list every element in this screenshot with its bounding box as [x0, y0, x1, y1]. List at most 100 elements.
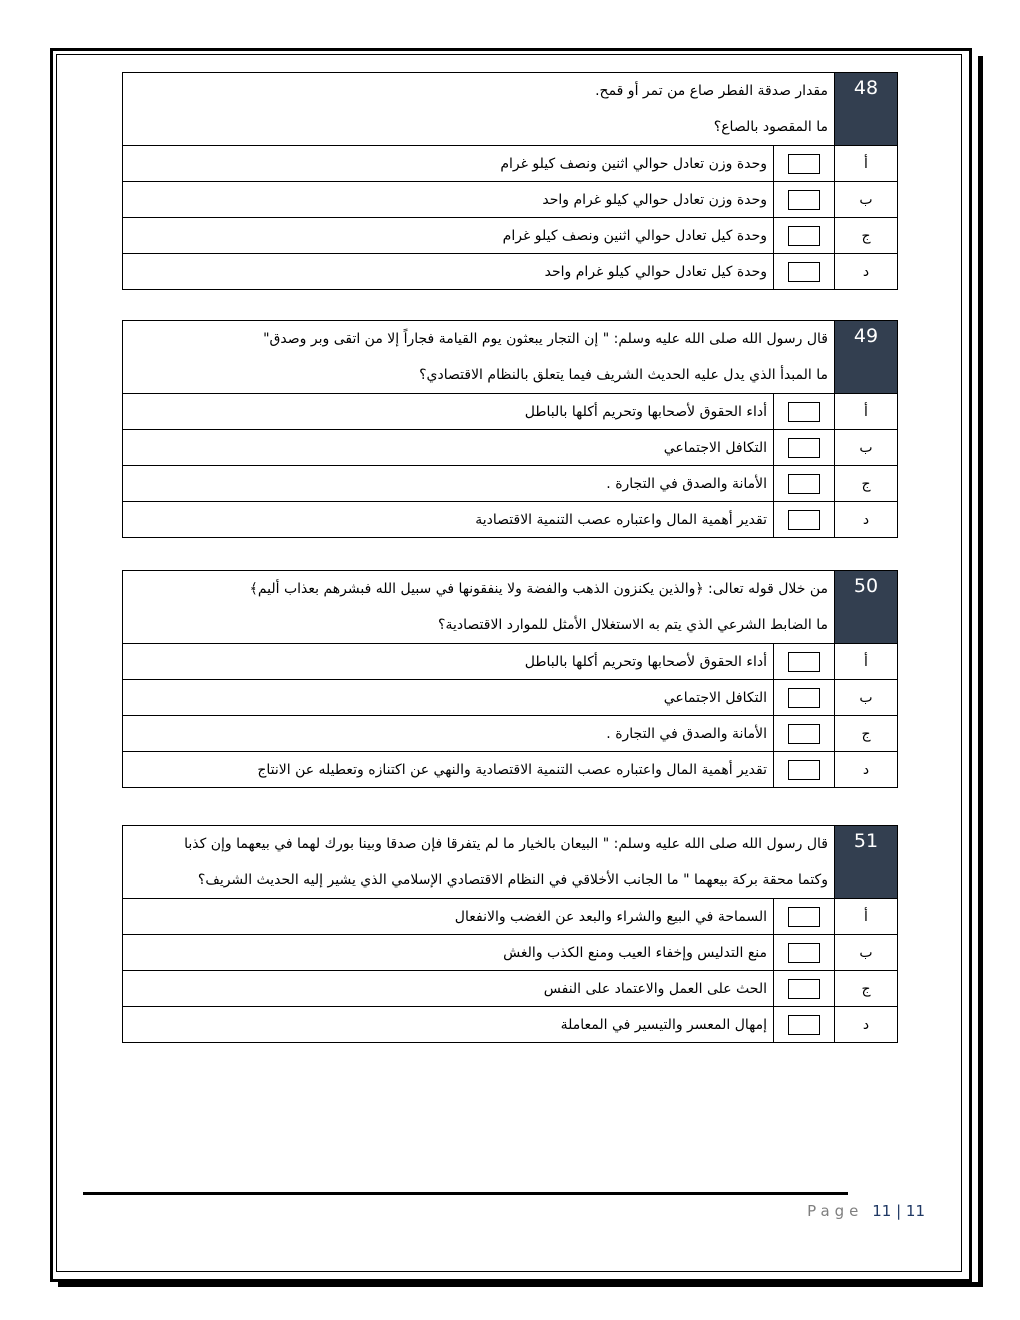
option-letter: ج: [834, 217, 898, 254]
option-row: ج الأمانة والصدق في التجارة .: [122, 465, 898, 502]
question-table: 51 قال رسول الله صلى الله عليه وسلم: " ال…: [122, 825, 898, 1043]
option-box-cell: [773, 1006, 835, 1043]
option-box-cell: [773, 465, 835, 502]
question-line: ما المبدأ الذي يدل عليه الحديث الشريف في…: [419, 367, 828, 383]
question-row: 48 مقدار صدقة الفطر صاع من تمر أو قمح. ما …: [122, 72, 898, 146]
checkbox: [788, 509, 820, 530]
option-row: ج وحدة كيل تعادل حوالي اثنين ونصف كيلو غر…: [122, 217, 898, 254]
question-line: من خلال قوله تعالى: ﴿والذين يكنزون الذهب…: [249, 581, 828, 597]
option-letter: ب: [834, 429, 898, 466]
option-letter: ج: [834, 465, 898, 502]
option-row: ج الحث على العمل والاعتماد على النفس: [122, 970, 898, 1007]
checkbox: [788, 978, 820, 999]
checkbox: [788, 687, 820, 708]
option-row: أ السماحة في البيع والشراء والبعد عن الغض…: [122, 898, 898, 935]
option-letter: أ: [834, 643, 898, 680]
checkbox: [788, 1014, 820, 1035]
option-row: ج الأمانة والصدق في التجارة .: [122, 715, 898, 752]
page-current: 11: [872, 1202, 892, 1220]
checkbox: [788, 261, 820, 282]
frame: [56, 54, 962, 1272]
checkbox: [788, 473, 820, 494]
checkbox: [788, 225, 820, 246]
option-box-cell: [773, 679, 835, 716]
option-box-cell: [773, 751, 835, 788]
question-text: قال رسول الله صلى الله عليه وسلم: " البي…: [122, 825, 835, 899]
question-table: 48 مقدار صدقة الفطر صاع من تمر أو قمح. ما …: [122, 72, 898, 290]
option-box-cell: [773, 253, 835, 290]
question-text: قال رسول الله صلى الله عليه وسلم: " إن ا…: [122, 320, 835, 394]
checkbox: [788, 906, 820, 927]
frame: [50, 48, 972, 1282]
checkbox: [788, 723, 820, 744]
question-line: وكتما محقة بركة بيعهما " ما الجانب الأخل…: [197, 872, 828, 888]
option-row: ب وحدة وزن تعادل حوالي كيلو غرام واحد: [122, 181, 898, 218]
option-text: منع التدليس وإخفاء العيب ومنع الكذب والغ…: [122, 934, 774, 971]
option-text: الأمانة والصدق في التجارة .: [122, 465, 774, 502]
option-box-cell: [773, 934, 835, 971]
checkbox: [788, 153, 820, 174]
option-row: ب منع التدليس وإخفاء العيب ومنع الكذب وال…: [122, 934, 898, 971]
option-letter: د: [834, 751, 898, 788]
option-letter: د: [834, 1006, 898, 1043]
question-line: قال رسول الله صلى الله عليه وسلم: " إن ا…: [263, 331, 828, 347]
question-text: من خلال قوله تعالى: ﴿والذين يكنزون الذهب…: [122, 570, 835, 644]
option-text: الأمانة والصدق في التجارة .: [122, 715, 774, 752]
question-table: 49 قال رسول الله صلى الله عليه وسلم: " إن…: [122, 320, 898, 538]
option-letter: ب: [834, 934, 898, 971]
option-box-cell: [773, 643, 835, 680]
option-row: أ وحدة وزن تعادل حوالي اثنين ونصف كيلو غر…: [122, 145, 898, 182]
option-text: السماحة في البيع والشراء والبعد عن الغضب…: [122, 898, 774, 935]
question-table: 50 من خلال قوله تعالى: ﴿والذين يكنزون الذ…: [122, 570, 898, 788]
option-box-cell: [773, 429, 835, 466]
option-letter: أ: [834, 393, 898, 430]
option-letter: أ: [834, 145, 898, 182]
option-box-cell: [773, 970, 835, 1007]
option-row: د إمهال المعسر والتيسير في المعاملة: [122, 1006, 898, 1043]
option-row: ب التكافل الاجتماعي: [122, 679, 898, 716]
page-label: Page: [807, 1202, 864, 1220]
option-letter: ب: [834, 679, 898, 716]
option-box-cell: [773, 501, 835, 538]
option-box-cell: [773, 393, 835, 430]
frame-shadow: [58, 56, 983, 1287]
option-box-cell: [773, 181, 835, 218]
option-letter: د: [834, 501, 898, 538]
checkbox: [788, 942, 820, 963]
option-box-cell: [773, 217, 835, 254]
question-number: 48: [834, 72, 898, 146]
option-letter: ب: [834, 181, 898, 218]
option-row: أ أداء الحقوق لأصحابها وتحريم أكلها بالبا…: [122, 393, 898, 430]
question-line: قال رسول الله صلى الله عليه وسلم: " البي…: [184, 836, 828, 852]
option-row: د وحدة كيل تعادل حوالي كيلو غرام واحد: [122, 253, 898, 290]
question-number: 51: [834, 825, 898, 899]
question-row: 51 قال رسول الله صلى الله عليه وسلم: " ال…: [122, 825, 898, 899]
option-text: إمهال المعسر والتيسير في المعاملة: [122, 1006, 774, 1043]
option-text: وحدة وزن تعادل حوالي كيلو غرام واحد: [122, 181, 774, 218]
question-line: ما المقصود بالصاع؟: [713, 119, 828, 135]
option-text: التكافل الاجتماعي: [122, 679, 774, 716]
footer-rule: [83, 1192, 848, 1195]
option-text: وحدة وزن تعادل حوالي اثنين ونصف كيلو غرا…: [122, 145, 774, 182]
checkbox: [788, 651, 820, 672]
option-text: وحدة كيل تعادل حوالي اثنين ونصف كيلو غرا…: [122, 217, 774, 254]
option-text: أداء الحقوق لأصحابها وتحريم أكلها بالباط…: [122, 393, 774, 430]
question-line: ما الضابط الشرعي الذي يتم به الاستغلال ا…: [438, 617, 828, 633]
option-letter: ج: [834, 715, 898, 752]
checkbox: [788, 437, 820, 458]
option-row: ب التكافل الاجتماعي: [122, 429, 898, 466]
checkbox: [788, 189, 820, 210]
question-row: 50 من خلال قوله تعالى: ﴿والذين يكنزون الذ…: [122, 570, 898, 644]
page-separator: |: [896, 1202, 902, 1220]
option-row: د تقدير أهمية المال واعتباره عصب التنمية …: [122, 751, 898, 788]
option-letter: ج: [834, 970, 898, 1007]
option-text: تقدير أهمية المال واعتباره عصب التنمية ا…: [122, 751, 774, 788]
option-box-cell: [773, 898, 835, 935]
option-text: الحث على العمل والاعتماد على النفس: [122, 970, 774, 1007]
question-row: 49 قال رسول الله صلى الله عليه وسلم: " إن…: [122, 320, 898, 394]
question-text: مقدار صدقة الفطر صاع من تمر أو قمح. ما ال…: [122, 72, 835, 146]
option-text: تقدير أهمية المال واعتباره عصب التنمية ا…: [122, 501, 774, 538]
option-letter: أ: [834, 898, 898, 935]
option-box-cell: [773, 715, 835, 752]
option-letter: د: [834, 253, 898, 290]
